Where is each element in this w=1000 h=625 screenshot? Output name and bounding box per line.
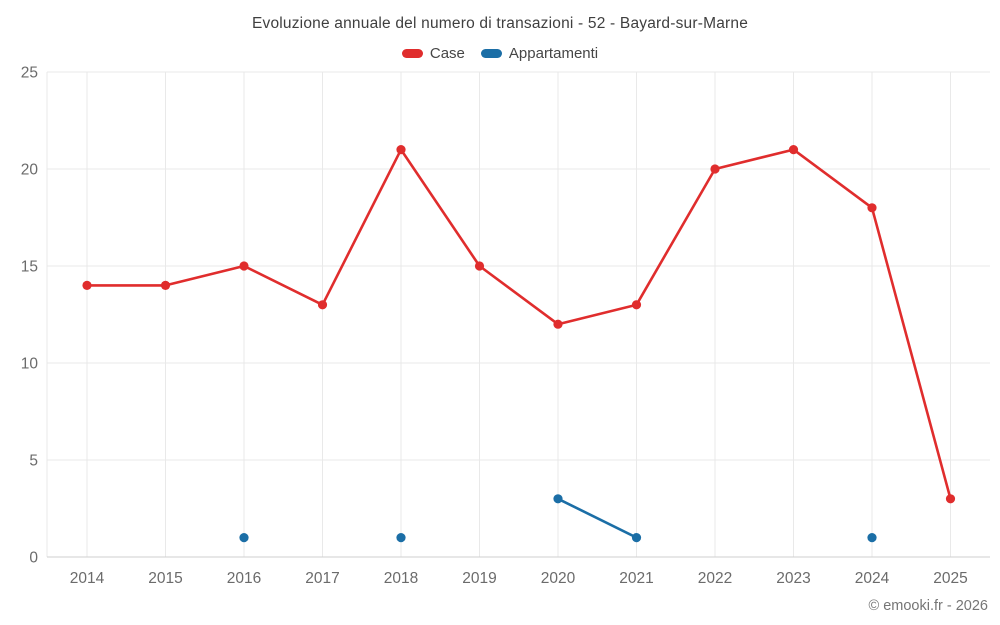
series-point-case[interactable] [239, 261, 249, 271]
x-tick-label: 2020 [541, 570, 576, 587]
legend-marker-appartamenti [480, 49, 502, 58]
x-tick-label: 2017 [305, 570, 339, 587]
series-point-case[interactable] [82, 280, 92, 290]
copyright-text: © emooki.fr - 2026 [868, 598, 988, 614]
legend-item-case[interactable]: Case [401, 45, 465, 62]
x-tick-label: 2015 [148, 570, 182, 587]
y-tick-label: 0 [29, 550, 38, 567]
series-point-appartamenti[interactable] [396, 533, 406, 543]
series-point-case[interactable] [317, 300, 328, 310]
series-point-case[interactable] [631, 300, 642, 310]
y-tick-label: 10 [21, 356, 39, 373]
y-tick-label: 25 [21, 65, 38, 82]
legend-item-appartamenti[interactable]: Appartamenti [480, 45, 599, 62]
legend-label-appartamenti: Appartamenti [508, 45, 599, 62]
y-tick-label: 5 [29, 453, 38, 470]
series-point-case[interactable] [160, 280, 171, 290]
series-point-case[interactable] [710, 164, 720, 174]
series-point-case[interactable] [788, 145, 799, 155]
y-tick-label: 20 [21, 162, 39, 179]
legend-marker-case [401, 49, 423, 58]
x-tick-label: 2024 [855, 570, 890, 587]
x-tick-label: 2019 [462, 570, 496, 587]
x-tick-label: 2016 [227, 570, 261, 587]
chart-legend: Case Appartamenti [0, 45, 1000, 62]
series-point-case[interactable] [474, 261, 485, 271]
x-tick-label: 2014 [70, 570, 105, 587]
x-tick-label: 2022 [698, 570, 732, 587]
x-tick-label: 2023 [776, 570, 810, 587]
legend-label-case: Case [429, 45, 465, 62]
x-tick-label: 2018 [384, 570, 418, 587]
series-point-appartamenti[interactable] [631, 533, 642, 543]
series-point-case[interactable] [945, 494, 956, 504]
series-point-appartamenti[interactable] [867, 533, 877, 543]
series-point-appartamenti[interactable] [553, 494, 563, 504]
y-tick-label: 15 [21, 259, 38, 276]
series-point-appartamenti[interactable] [239, 533, 249, 543]
x-tick-label: 2025 [933, 570, 967, 587]
series-point-case[interactable] [553, 319, 563, 329]
series-line-case [85, 148, 952, 501]
series-point-case[interactable] [396, 145, 406, 155]
series-point-case[interactable] [867, 203, 877, 213]
x-tick-label: 2021 [619, 570, 653, 587]
chart-title: Evoluzione annuale del numero di transaz… [251, 15, 749, 32]
